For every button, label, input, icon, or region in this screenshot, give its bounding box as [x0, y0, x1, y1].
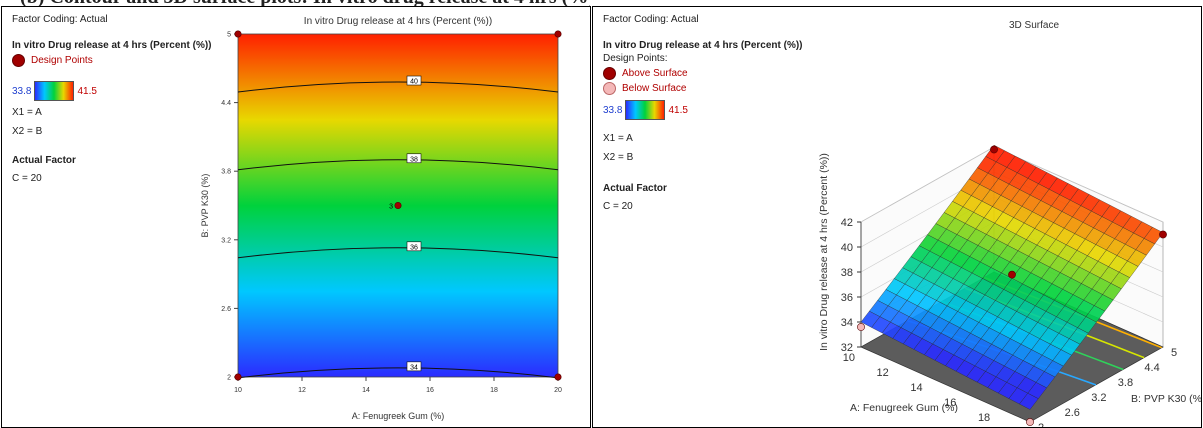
actual-factor-label: Actual Factor	[12, 155, 76, 166]
actual-factor-label: Actual Factor	[603, 183, 667, 194]
contour-label: 36	[410, 244, 418, 251]
design-point-icon	[12, 54, 25, 67]
surface-title: 3D Surface	[1009, 20, 1059, 31]
z-axis-title: In vitro Drug release at 4 hrs (Percent …	[818, 153, 830, 351]
actual-factor-value: C = 20	[603, 201, 633, 212]
factor-coding-label: Factor Coding: Actual	[12, 14, 108, 25]
contour-label: 40	[410, 79, 418, 86]
x-tick-label: 16	[426, 387, 434, 394]
contour-label-box	[406, 153, 422, 164]
colorbar-min: 33.8	[12, 85, 32, 97]
y-tick-label: 4.4	[221, 100, 231, 107]
y-axis-title: B: PVP K30 (%)	[200, 174, 210, 238]
y-tick-label: 5	[227, 32, 231, 39]
contour-line	[237, 367, 559, 379]
contour-label-box	[406, 241, 422, 252]
design-point	[554, 30, 562, 38]
y-tick-label: 2.6	[221, 306, 231, 313]
x-tick-label: 10	[843, 352, 855, 364]
y-tick-label: 3.8	[1118, 377, 1133, 389]
factor-coding-label: Factor Coding: Actual	[603, 14, 699, 25]
above-surface-icon	[603, 67, 616, 80]
surface-info-block: Factor Coding: Actual In vitro Drug rele…	[603, 13, 803, 213]
x-tick-label: 10	[234, 387, 242, 394]
contour-label: 34	[410, 364, 418, 371]
x-axis-title: A: Fenugreek Gum (%)	[352, 411, 445, 421]
y-tick-label: 5	[1171, 347, 1177, 359]
design-points-label: Design Points:	[603, 53, 668, 64]
contour-line	[237, 247, 559, 259]
surface-design-point	[1026, 418, 1034, 426]
x-axis-title: A: Fenugreek Gum (%)	[850, 402, 958, 414]
y-tick-label: 3.8	[221, 169, 231, 176]
surface-design-point	[1008, 270, 1016, 279]
surface-design-point	[857, 323, 865, 331]
x2-mapping: X2 = B	[12, 126, 43, 137]
design-point	[234, 30, 242, 38]
contour-plot-panel: Factor Coding: Actual In vitro Drug rele…	[1, 6, 591, 428]
x-tick-label: 18	[978, 412, 990, 424]
contour-title: In vitro Drug release at 4 hrs (Percent …	[304, 16, 492, 27]
z-tick-label: 42	[841, 217, 853, 229]
colorbar-gradient	[625, 100, 666, 120]
below-surface-label: Below Surface	[622, 83, 687, 94]
caption-fragment: (b) Contour and 3D surface plots: In vit…	[0, 0, 590, 8]
y-tick-label: 3.2	[1091, 392, 1106, 404]
x-tick-label: 20	[554, 387, 562, 394]
z-tick-label: 40	[841, 242, 853, 254]
z-tick-label: 38	[841, 267, 853, 279]
y-tick-label: 4.4	[1144, 362, 1159, 374]
design-point	[394, 202, 402, 210]
colorbar-max: 41.5	[77, 85, 97, 97]
surface-chart: 3D Surface 32 34 36 38 40 42 In vitro Drug rele…	[818, 20, 1201, 427]
x-tick-label: 14	[910, 382, 922, 394]
z-tick-label: 34	[841, 317, 853, 329]
y-tick-label: 3.2	[221, 237, 231, 244]
contour-label: 38	[410, 156, 418, 163]
x-tick-label: 18	[490, 387, 498, 394]
design-point-label: 3	[389, 204, 393, 211]
z-tick-label: 32	[841, 342, 853, 354]
contour-label-box	[406, 361, 422, 372]
colorbar-min: 33.8	[603, 104, 623, 116]
above-surface-legend: Above Surface	[603, 67, 803, 80]
surface-design-point	[990, 145, 998, 154]
x-tick-label: 14	[362, 387, 370, 394]
design-points-label: Design Points	[31, 55, 93, 66]
above-surface-label: Above Surface	[622, 68, 688, 79]
colorbar: 33.8 41.5	[12, 81, 212, 101]
surface-cell	[1019, 393, 1039, 410]
design-point	[234, 373, 242, 381]
actual-factor-value: C = 20	[12, 173, 42, 184]
colorbar-gradient	[34, 81, 75, 101]
x-tick-label: 12	[877, 367, 889, 379]
x-tick-label: 16	[944, 397, 956, 409]
colorbar-max: 41.5	[668, 104, 688, 116]
contour-line	[237, 81, 559, 93]
y-axis-title: B: PVP K30 (%)	[1131, 393, 1201, 405]
y-tick-label: 2.6	[1065, 407, 1080, 419]
contour-info-block: Factor Coding: Actual In vitro Drug rele…	[12, 13, 212, 185]
x-tick-label: 12	[298, 387, 306, 394]
x1-mapping: X1 = A	[603, 133, 633, 144]
design-points-legend: Design Points	[12, 54, 212, 67]
design-point	[554, 373, 562, 381]
x2-mapping: X2 = B	[603, 152, 634, 163]
response-label: In vitro Drug release at 4 hrs (Percent …	[12, 40, 212, 51]
contour-line	[237, 159, 559, 171]
contour-label-box	[406, 75, 422, 86]
below-surface-icon	[603, 82, 616, 95]
surface-design-point	[1159, 230, 1167, 239]
colorbar: 33.8 41.5	[603, 100, 803, 120]
y-tick-label: 2	[1038, 422, 1044, 427]
surface-plot-panel: Factor Coding: Actual In vitro Drug rele…	[592, 6, 1202, 428]
response-label: In vitro Drug release at 4 hrs (Percent …	[603, 40, 803, 51]
y-tick-label: 2	[227, 375, 231, 382]
z-tick-label: 36	[841, 292, 853, 304]
contour-chart: In vitro Drug release at 4 hrs (Percent …	[200, 16, 562, 421]
below-surface-legend: Below Surface	[603, 82, 803, 95]
x1-mapping: X1 = A	[12, 107, 42, 118]
